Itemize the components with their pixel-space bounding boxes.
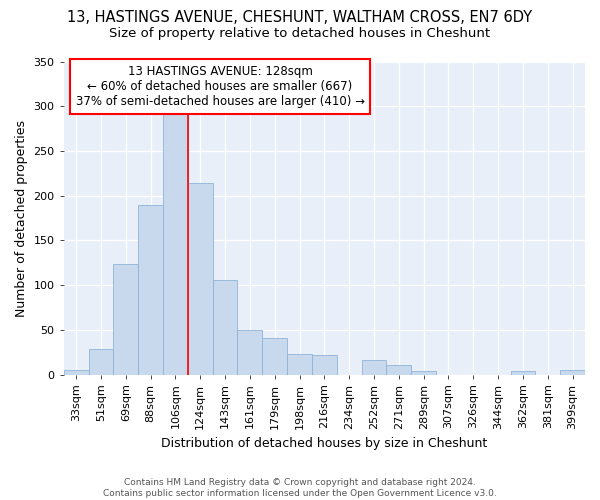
Text: Size of property relative to detached houses in Cheshunt: Size of property relative to detached ho… bbox=[109, 28, 491, 40]
Y-axis label: Number of detached properties: Number of detached properties bbox=[15, 120, 28, 316]
Text: 13 HASTINGS AVENUE: 128sqm
← 60% of detached houses are smaller (667)
37% of sem: 13 HASTINGS AVENUE: 128sqm ← 60% of deta… bbox=[76, 64, 365, 108]
Bar bbox=[188, 183, 212, 374]
Bar bbox=[411, 371, 436, 374]
Bar bbox=[238, 330, 262, 374]
Text: 13, HASTINGS AVENUE, CHESHUNT, WALTHAM CROSS, EN7 6DY: 13, HASTINGS AVENUE, CHESHUNT, WALTHAM C… bbox=[67, 10, 533, 25]
Bar bbox=[560, 370, 585, 374]
Bar bbox=[386, 364, 411, 374]
Bar bbox=[163, 110, 188, 374]
Bar bbox=[138, 204, 163, 374]
Bar bbox=[262, 338, 287, 374]
Bar bbox=[212, 280, 238, 374]
Bar bbox=[511, 371, 535, 374]
X-axis label: Distribution of detached houses by size in Cheshunt: Distribution of detached houses by size … bbox=[161, 437, 487, 450]
Bar bbox=[64, 370, 89, 374]
Text: Contains HM Land Registry data © Crown copyright and database right 2024.
Contai: Contains HM Land Registry data © Crown c… bbox=[103, 478, 497, 498]
Bar bbox=[362, 360, 386, 374]
Bar bbox=[287, 354, 312, 374]
Bar bbox=[312, 355, 337, 374]
Bar bbox=[113, 264, 138, 374]
Bar bbox=[89, 348, 113, 374]
